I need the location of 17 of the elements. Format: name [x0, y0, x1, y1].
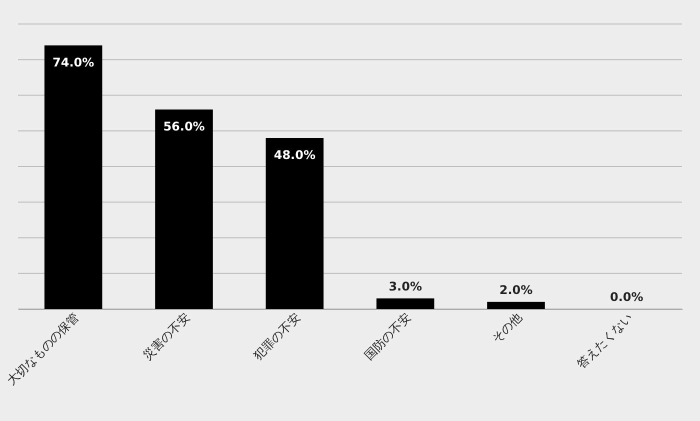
x-tick-label: 国防の不安	[361, 310, 414, 362]
x-tick-label: 犯罪の不安	[250, 310, 304, 362]
bar	[376, 298, 434, 309]
bar	[487, 302, 545, 309]
x-tick-label: その他	[489, 310, 524, 346]
x-tick-label: 答えたくない	[574, 310, 636, 371]
data-label: 0.0%	[610, 290, 644, 304]
bar	[155, 110, 213, 309]
x-tick-label: 災害の不安	[140, 310, 192, 362]
data-label: 74.0%	[52, 55, 94, 70]
data-label: 56.0%	[163, 120, 205, 134]
data-label: 48.0%	[274, 148, 316, 162]
data-label: 2.0%	[499, 282, 533, 297]
bar	[44, 45, 102, 309]
data-label: 3.0%	[388, 279, 422, 294]
x-tick-label: 大切なものの保管	[4, 310, 82, 388]
bar	[266, 138, 324, 309]
